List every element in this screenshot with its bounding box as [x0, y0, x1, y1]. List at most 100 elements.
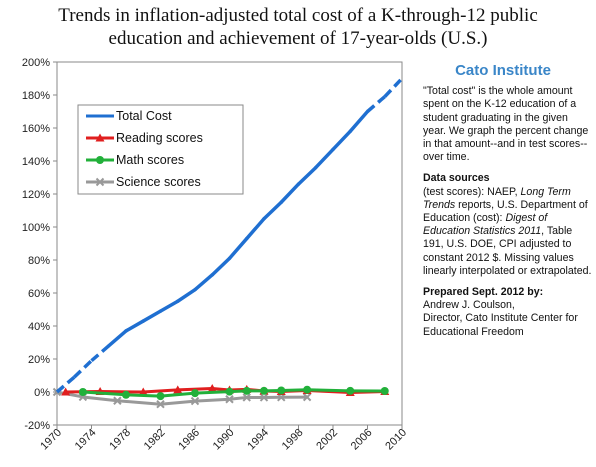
- description-text: "Total cost" is the whole amount spent o…: [423, 85, 589, 164]
- legend-entry: Total Cost: [86, 109, 172, 123]
- legend-marker: [95, 177, 105, 187]
- series-segment: [279, 182, 301, 204]
- legend-box: [77, 104, 244, 195]
- series-segment: [262, 200, 283, 221]
- x-tick-label: 1998: [280, 427, 306, 453]
- series-segment: [193, 273, 214, 292]
- data-point: [260, 386, 268, 395]
- series-segment: [193, 397, 231, 403]
- data-point: [191, 389, 199, 398]
- y-tick-label: 140%: [22, 156, 50, 168]
- data-point: [277, 386, 286, 395]
- legend-marker: [96, 156, 104, 164]
- data-point: [242, 386, 251, 395]
- data-point: [190, 396, 200, 406]
- series-segment: [245, 217, 266, 241]
- x-tick-label: 1994: [245, 427, 271, 453]
- data-point: [259, 393, 269, 402]
- x-tick-label: 1986: [176, 427, 202, 453]
- prepared-org: Director, Cato Institute Center for Educ…: [423, 312, 578, 338]
- series-segment: [383, 77, 404, 98]
- data-point: [78, 388, 87, 396]
- y-tick-label: -20%: [24, 420, 50, 432]
- legend-entry: Science scores: [86, 175, 201, 189]
- data-point: [61, 387, 71, 396]
- series-segment: [314, 147, 335, 170]
- y-tick-label: 100%: [22, 222, 50, 234]
- series-segment: [81, 395, 119, 403]
- y-tick-label: 40%: [28, 321, 50, 333]
- prepared-heading: Prepared Sept. 2012 by:: [423, 286, 544, 299]
- x-axis: 1970 1974 1978 1982 1986 1990 1994 1998 2002 2006…: [38, 425, 409, 452]
- series-math-scores: [78, 385, 389, 401]
- data-point: [156, 392, 165, 401]
- series-segment: [366, 95, 386, 113]
- series-segment: [305, 388, 352, 393]
- data-point: [302, 392, 312, 402]
- data-point: [303, 385, 312, 394]
- title-line-2: education and achievement of 17-year-old…: [108, 28, 488, 49]
- series-segment: [90, 344, 110, 362]
- legend-label: Science scores: [116, 175, 201, 189]
- series-segment: [141, 309, 163, 323]
- data-point: [346, 386, 355, 395]
- x-tick-label: 1978: [107, 427, 133, 453]
- data-point: [242, 393, 251, 402]
- y-axis: -20% 0% 20% 40% 60% 80% 100% 120% 140% 160% 180% 20…: [22, 57, 57, 432]
- legend-entry: Math scores: [86, 153, 184, 167]
- x-tick-label: 1990: [211, 427, 237, 453]
- legend-marker: [95, 133, 105, 142]
- data-point: [113, 396, 122, 405]
- y-tick-label: 80%: [28, 255, 50, 267]
- series-segment: [210, 256, 232, 277]
- x-tick-label: 2010: [383, 427, 409, 453]
- legend-label: Total Cost: [116, 109, 172, 123]
- chart-title: Trends in inflation-adjusted total cost …: [0, 4, 596, 50]
- series-segment: [228, 395, 249, 401]
- sources-italic-1: Long Term Trends: [423, 185, 571, 211]
- legend-label: Math scores: [116, 153, 184, 167]
- series-segment: [141, 388, 180, 394]
- legend-label: Reading scores: [116, 131, 203, 145]
- series-segment: [176, 287, 197, 303]
- y-tick-label: 20%: [28, 354, 50, 366]
- sidebar: Cato Institute "Total cost" is the whole…: [423, 62, 593, 347]
- series-segment: [124, 393, 162, 398]
- brand-label: Cato Institute: [455, 62, 551, 79]
- prepared-by: Prepared Sept. 2012 by: Andrew J. Coulso…: [423, 286, 593, 339]
- legend: Total Cost Reading scores Math scores Scien…: [77, 104, 244, 195]
- data-point: [138, 387, 148, 396]
- series-segment: [124, 319, 145, 333]
- sources-italic-2: Digest of Education Statistics 2011: [423, 212, 548, 238]
- title-line-1: Trends in inflation-adjusted total cost …: [58, 5, 538, 26]
- series-segment: [279, 388, 309, 393]
- data-point: [207, 384, 217, 393]
- series-segment: [55, 390, 85, 399]
- legend-entry: Reading scores: [86, 131, 203, 145]
- sources-text-2: reports, U.S. Department of Education (c…: [423, 198, 588, 225]
- data-sources: Data sources (test scores): NAEP, Long T…: [423, 172, 593, 278]
- data-point: [173, 385, 183, 394]
- data-point: [225, 387, 234, 396]
- x-tick-label: 2002: [314, 427, 340, 453]
- series-segment: [158, 299, 180, 313]
- series-segment: [73, 359, 93, 379]
- series-segment: [55, 375, 76, 394]
- data-point: [225, 395, 234, 404]
- x-tick-label: 2006: [349, 427, 375, 453]
- series-segment: [107, 329, 128, 348]
- series-segment: [81, 390, 128, 397]
- y-tick-label: 0%: [34, 387, 50, 399]
- prepared-author: Andrew J. Coulson,: [423, 299, 515, 312]
- sources-text-3: , Table 191, U.S. DOE, CPI adjusted to c…: [423, 225, 592, 277]
- series-layer: [52, 77, 404, 409]
- series-segment: [296, 165, 318, 186]
- y-tick-label: 160%: [22, 123, 50, 135]
- y-tick-label: 120%: [22, 189, 50, 201]
- sources-text-1: (test scores): NAEP,: [423, 185, 521, 198]
- data-point: [156, 400, 165, 409]
- x-tick-label: 1974: [73, 427, 99, 453]
- sources-heading: Data sources: [423, 172, 490, 185]
- series-total-cost: [55, 77, 404, 394]
- data-point: [122, 390, 130, 399]
